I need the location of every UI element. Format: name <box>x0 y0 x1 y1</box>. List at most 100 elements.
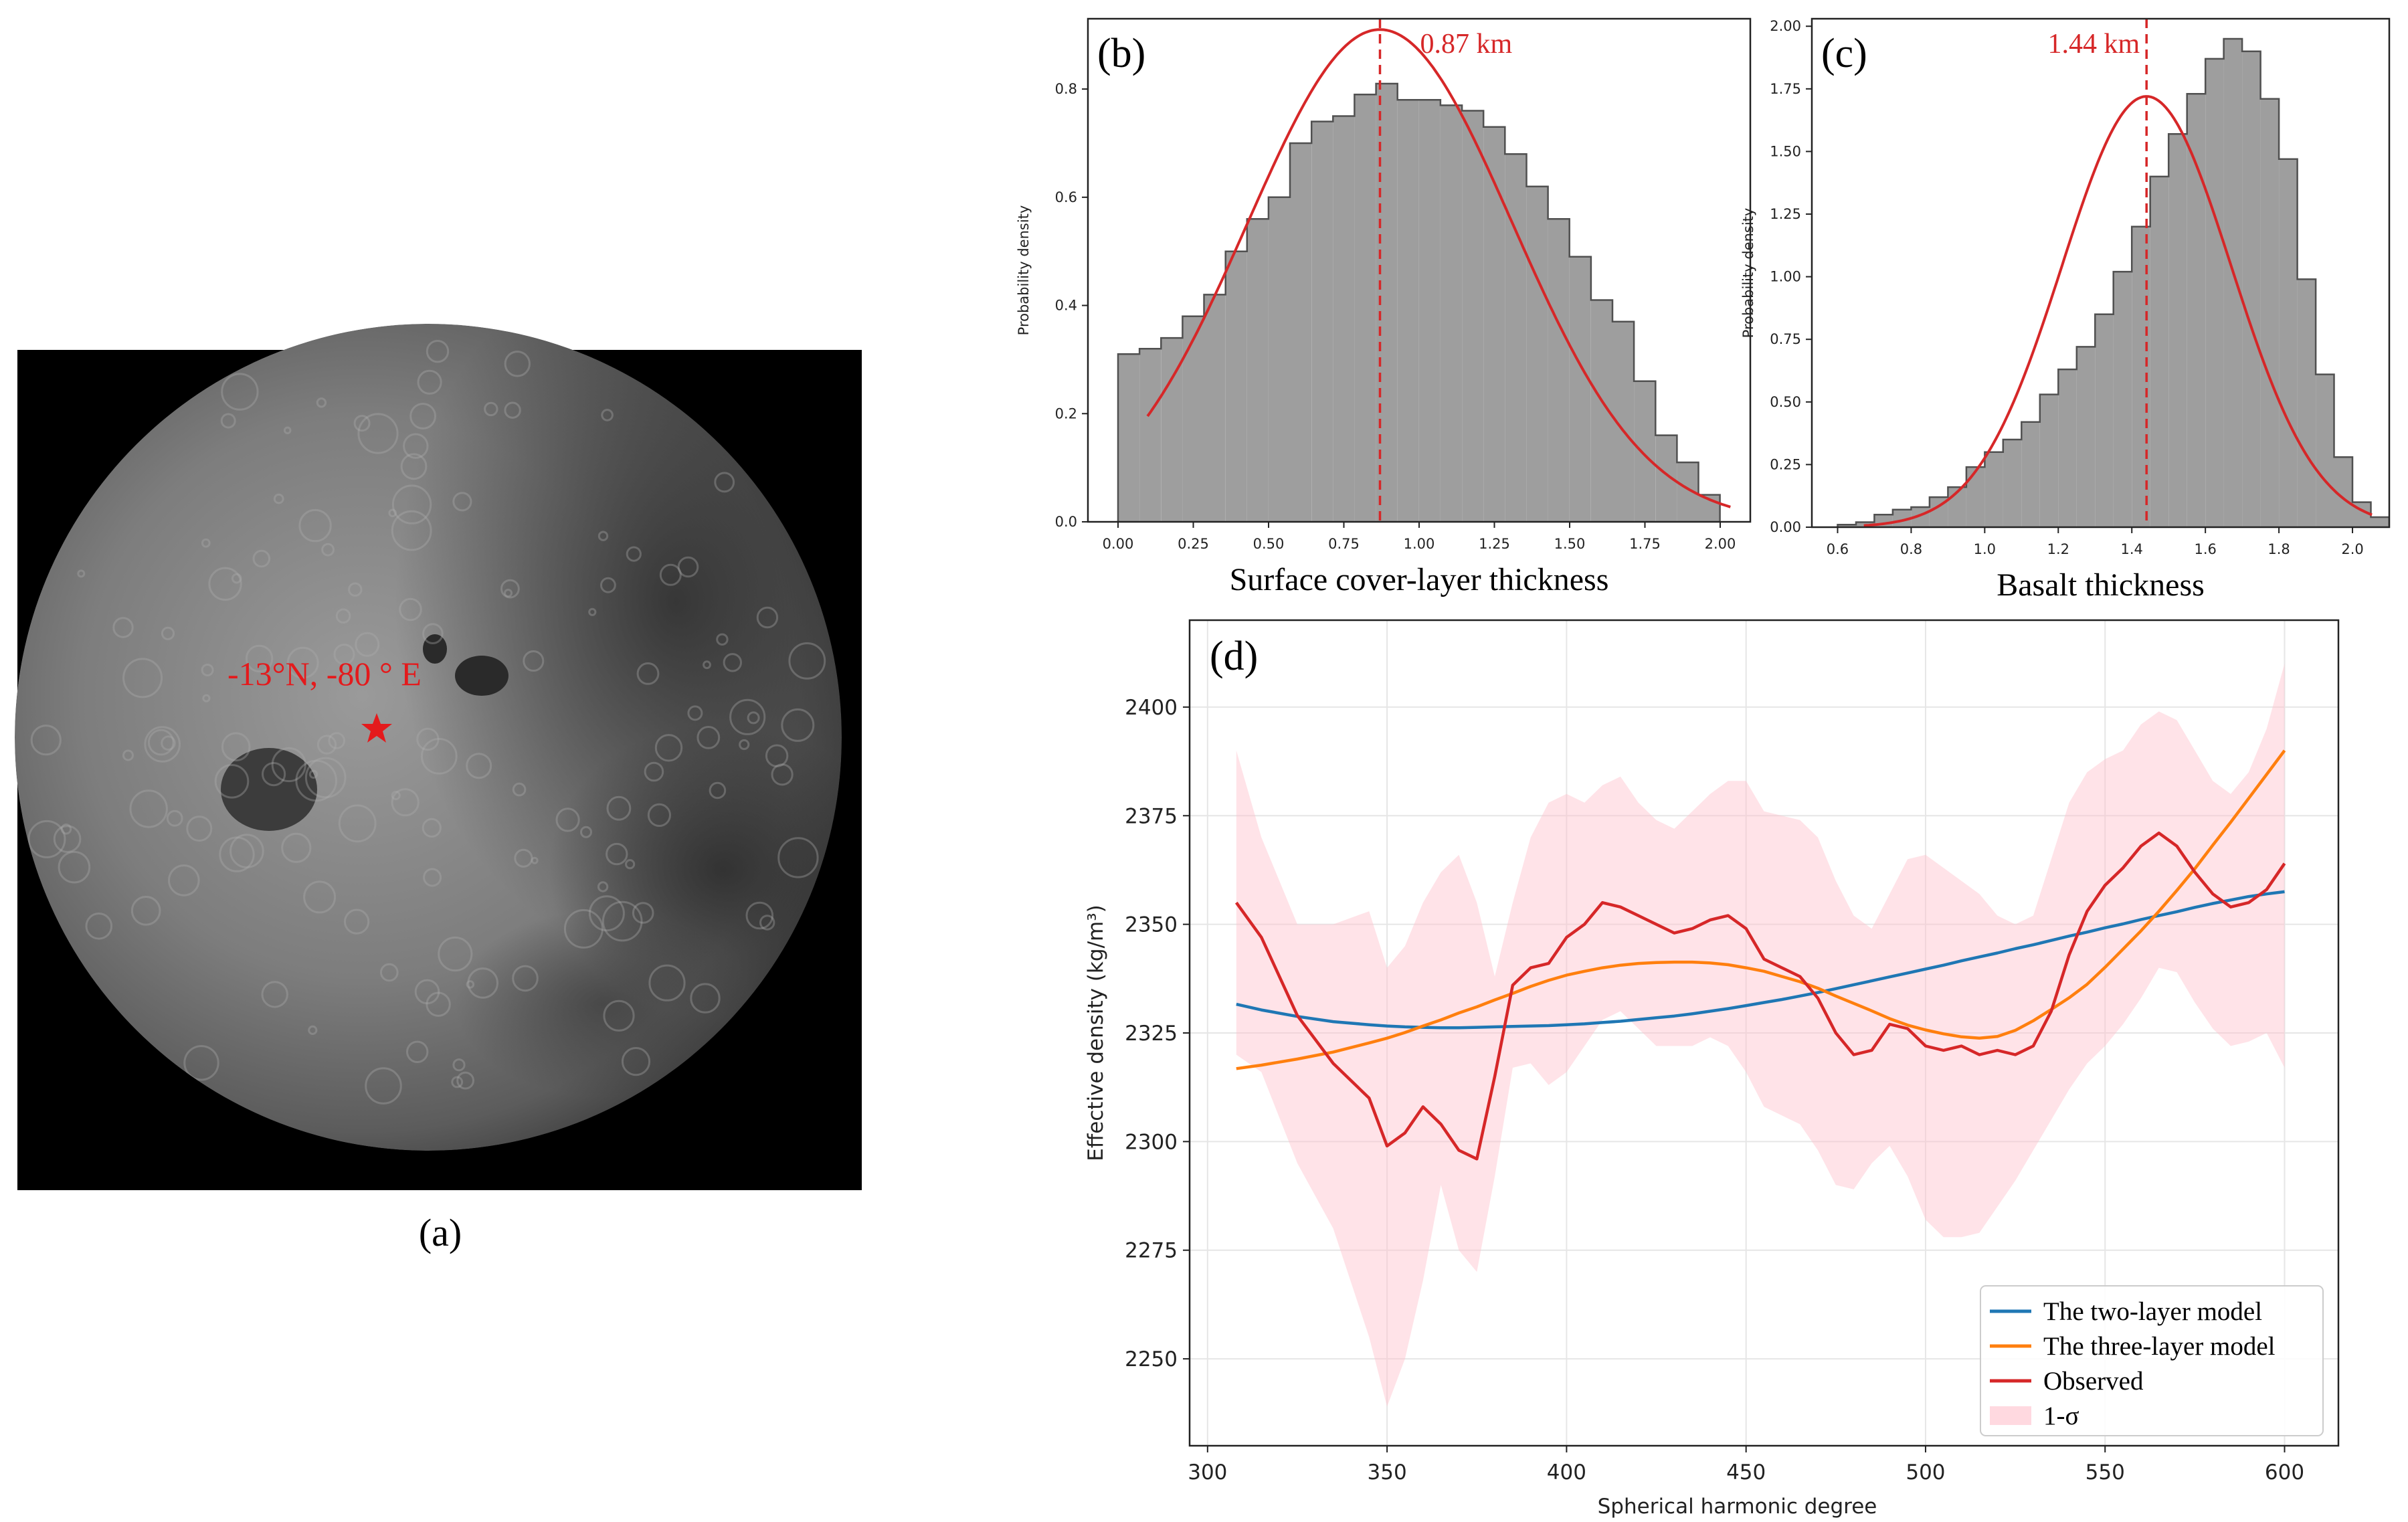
series-line <box>1234 831 2286 1161</box>
crater <box>504 401 521 419</box>
crater <box>426 991 451 1017</box>
x-tick-label: 450 <box>1726 1460 1766 1485</box>
histogram-bar <box>1139 349 1162 522</box>
plot-area <box>1837 37 2389 527</box>
crater <box>391 510 432 551</box>
crater <box>221 732 251 762</box>
axes-frame <box>1811 17 2391 529</box>
crater <box>186 816 213 842</box>
crater <box>636 662 660 685</box>
crater <box>304 757 347 799</box>
y-tick-label: 0.50 <box>1770 394 1801 410</box>
crater <box>626 546 642 562</box>
crater <box>281 832 312 863</box>
histogram-bar <box>1483 126 1505 522</box>
crater <box>122 749 134 761</box>
crater <box>625 859 636 870</box>
normal-fit-curve <box>1146 28 1731 508</box>
series-line <box>1236 749 2286 1070</box>
x-tick-label: 1.00 <box>1404 536 1435 552</box>
crater <box>555 807 580 832</box>
legend-label: Observed <box>2043 1367 2144 1396</box>
crater <box>295 759 338 802</box>
crater <box>466 753 492 779</box>
crater <box>53 825 82 853</box>
crater <box>214 764 250 799</box>
crater <box>316 397 327 408</box>
crater <box>781 708 815 742</box>
legend-label: 1-σ <box>2043 1402 2079 1430</box>
crater <box>220 413 236 429</box>
crater <box>348 582 363 597</box>
histogram-bar <box>1505 154 1527 522</box>
crater <box>202 694 211 702</box>
histogram-surface-cover: 0.00 0.25 0.50 0.75 1.00 1.25 1.50 1.75 2.00 0.0 0… <box>1016 17 1752 597</box>
crater <box>403 433 429 459</box>
crater <box>122 658 163 698</box>
crater <box>697 726 721 749</box>
histogram-bar <box>1462 110 1484 522</box>
crater <box>221 373 259 411</box>
crater <box>208 567 242 601</box>
y-axis-label: Probability density <box>1740 208 1756 339</box>
y-tick-label: 1.50 <box>1770 143 1801 159</box>
histogram-bar <box>1182 316 1204 522</box>
x-tick-label: 550 <box>2086 1460 2125 1485</box>
histogram-bar <box>2113 272 2132 527</box>
crater <box>438 936 473 972</box>
crater <box>759 915 775 931</box>
crater <box>58 850 91 884</box>
y-tick-label: 2250 <box>1125 1347 1178 1371</box>
histogram-bar <box>2260 98 2280 527</box>
crater <box>588 607 597 616</box>
crater <box>147 729 175 756</box>
crater <box>261 981 288 1008</box>
panel-label: (b) <box>1097 31 1145 76</box>
crater <box>456 1071 474 1090</box>
effective-density-chart: 300 350 400 450 500 550 600 2250 2275 2300 2325 235… <box>1084 619 2340 1519</box>
crater <box>328 732 346 749</box>
crater <box>201 538 211 548</box>
legend-label: The three-layer model <box>2043 1332 2276 1361</box>
x-tick-label: 0.00 <box>1103 536 1134 552</box>
crater <box>451 1076 464 1088</box>
histogram-bar <box>2039 394 2059 527</box>
crater <box>714 472 735 493</box>
histogram-bar <box>2095 314 2114 527</box>
x-tick-label: 300 <box>1188 1460 1227 1485</box>
y-tick-label: 0.6 <box>1055 189 1077 205</box>
x-axis-label: Basalt thickness <box>1997 567 2205 603</box>
y-tick-label: 2400 <box>1125 696 1178 720</box>
crater <box>335 608 351 624</box>
series-line <box>1236 890 2285 1030</box>
crater <box>677 556 699 578</box>
crater <box>452 492 472 512</box>
crater <box>161 626 175 640</box>
y-tick-label: 2.00 <box>1770 18 1801 34</box>
histogram-basalt: 0.6 0.8 1.0 1.2 1.4 1.6 1.8 2.0 0.00 0.25 0.50 0.75… <box>1740 17 2391 603</box>
crater <box>504 351 531 377</box>
histogram-bar <box>2021 421 2040 527</box>
crater <box>588 895 625 932</box>
crater <box>77 569 86 578</box>
x-tick-label: 1.75 <box>1629 536 1661 552</box>
histogram-bar <box>1118 354 1140 522</box>
crater <box>504 589 513 597</box>
crater <box>422 818 442 838</box>
histogram-bar <box>2187 94 2206 527</box>
crater <box>231 573 242 584</box>
histogram-bar <box>1984 452 2003 527</box>
crater <box>603 1000 635 1032</box>
x-tick-label: 0.6 <box>1827 541 1849 557</box>
crater <box>414 979 440 1005</box>
crater <box>765 744 789 767</box>
y-tick-label: 0.75 <box>1770 331 1801 347</box>
histogram-bar <box>1966 467 1985 527</box>
crater <box>85 913 113 940</box>
x-tick-label: 0.25 <box>1178 536 1209 552</box>
crater <box>391 484 432 525</box>
histogram-bar <box>2058 369 2077 527</box>
crater <box>308 1025 318 1036</box>
x-tick-label: 1.2 <box>2047 541 2069 557</box>
x-tick-label: 1.0 <box>1974 541 1996 557</box>
